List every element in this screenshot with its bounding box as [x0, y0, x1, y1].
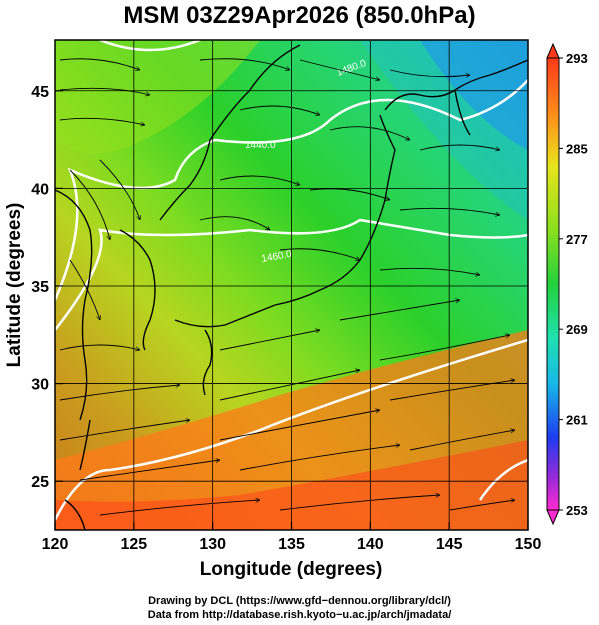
map-title: MSM 03Z29Apr2026 (850.0hPa): [123, 2, 476, 29]
y-tick-label: 35: [31, 279, 49, 296]
graticule: [55, 40, 528, 530]
contour-label: 1440.0: [245, 140, 276, 151]
colorbar-tick-label: 285: [566, 141, 588, 156]
colorbar-scale: [546, 57, 560, 511]
x-axis: 120 125 130 135 140 145 150: [42, 522, 542, 553]
y-axis-title: Latitude (degrees): [4, 203, 25, 368]
data-credit: Data from http://database.rish.kyoto−u.a…: [147, 609, 452, 621]
x-tick-label: 145: [436, 536, 463, 553]
x-axis-title: Longitude (degrees): [200, 559, 383, 580]
coastlines: [55, 44, 528, 530]
x-tick-label: 130: [199, 536, 226, 553]
colorbar-tick-label: 253: [566, 503, 588, 518]
x-tick-label: 135: [278, 536, 305, 553]
colorbar-tick-label: 277: [566, 232, 588, 247]
colorbar-tick-label: 261: [566, 413, 588, 428]
contour-label: 1460.0: [261, 249, 293, 265]
y-tick-label: 45: [31, 84, 49, 101]
x-tick-label: 140: [357, 536, 384, 553]
colorbar-tick-label: 293: [566, 51, 588, 66]
x-tick-label: 125: [120, 536, 147, 553]
colorbar: 293 285 277 269 261 253: [546, 42, 588, 526]
wind-streamlines: [59, 58, 515, 516]
colorbar-bottom-arrow: [546, 509, 560, 526]
colorbar-top-arrow: [546, 42, 560, 59]
colorbar-tick-label: 269: [566, 322, 588, 337]
y-tick-label: 40: [31, 181, 49, 198]
x-tick-label: 120: [42, 536, 69, 553]
cold-air-mass: [420, 40, 528, 150]
y-tick-label: 25: [31, 474, 49, 491]
x-tick-label: 150: [515, 536, 542, 553]
y-tick-label: 30: [31, 377, 49, 394]
y-axis: 25 30 35 40 45: [31, 84, 63, 491]
drawing-credit: Drawing by DCL (https://www.gfd−dennou.o…: [148, 595, 451, 607]
